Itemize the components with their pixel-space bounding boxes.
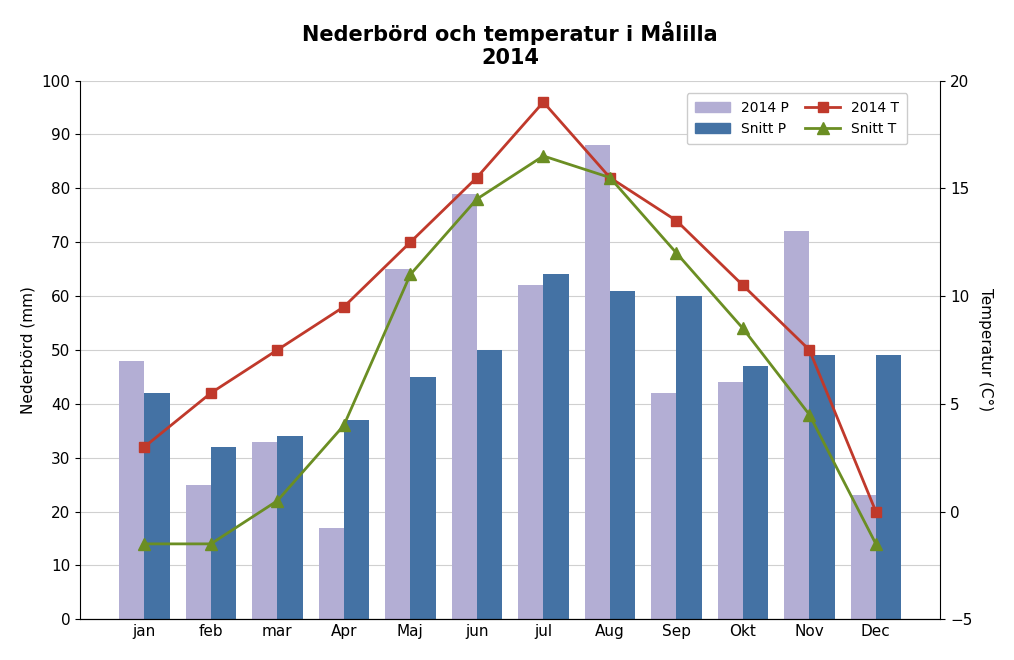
Y-axis label: Temperatur (C°): Temperatur (C°)	[979, 288, 993, 411]
2014 T	[470, 174, 483, 182]
Snitt T	[205, 540, 217, 548]
2014 T	[205, 389, 217, 397]
Bar	[809, 355, 835, 619]
Bar	[876, 355, 901, 619]
Snitt T	[138, 540, 150, 548]
Snitt T	[870, 540, 882, 548]
Snitt T	[670, 249, 682, 257]
2014 T	[737, 281, 749, 289]
Bar	[252, 442, 278, 619]
Bar	[186, 484, 211, 619]
Snitt T	[603, 174, 615, 182]
2014 T	[338, 303, 350, 311]
2014 T	[670, 216, 682, 224]
Line: 2014 T: 2014 T	[140, 97, 881, 516]
Snitt T	[338, 421, 350, 429]
Bar	[477, 350, 502, 619]
Bar	[144, 393, 169, 619]
2014 T	[603, 174, 615, 182]
Snitt T	[470, 195, 483, 203]
Bar	[585, 145, 609, 619]
Snitt T	[272, 497, 284, 505]
Line: Snitt T: Snitt T	[139, 150, 881, 549]
Bar	[451, 193, 477, 619]
Bar	[411, 377, 436, 619]
Bar	[278, 436, 302, 619]
Bar	[651, 393, 676, 619]
Snitt T	[737, 325, 749, 333]
Bar	[119, 361, 144, 619]
Y-axis label: Nederbörd (mm): Nederbörd (mm)	[21, 286, 35, 414]
Legend: 2014 P, Snitt P, 2014 T, Snitt T: 2014 P, Snitt P, 2014 T, Snitt T	[686, 93, 908, 145]
Snitt T	[405, 271, 417, 279]
2014 T	[870, 508, 882, 515]
Bar	[784, 232, 809, 619]
Snitt T	[803, 411, 815, 418]
Bar	[211, 447, 236, 619]
2014 T	[138, 443, 150, 451]
Bar	[676, 296, 702, 619]
Snitt T	[537, 152, 550, 160]
2014 T	[405, 238, 417, 246]
Bar	[718, 382, 743, 619]
Bar	[544, 275, 569, 619]
2014 T	[803, 346, 815, 354]
2014 T	[537, 98, 550, 106]
2014 T	[272, 346, 284, 354]
Bar	[344, 420, 369, 619]
Bar	[518, 285, 544, 619]
Title: Nederbörd och temperatur i Målilla
2014: Nederbörd och temperatur i Målilla 2014	[302, 21, 718, 68]
Bar	[609, 290, 635, 619]
Bar	[318, 528, 344, 619]
Bar	[385, 269, 411, 619]
Bar	[743, 366, 769, 619]
Bar	[851, 496, 876, 619]
